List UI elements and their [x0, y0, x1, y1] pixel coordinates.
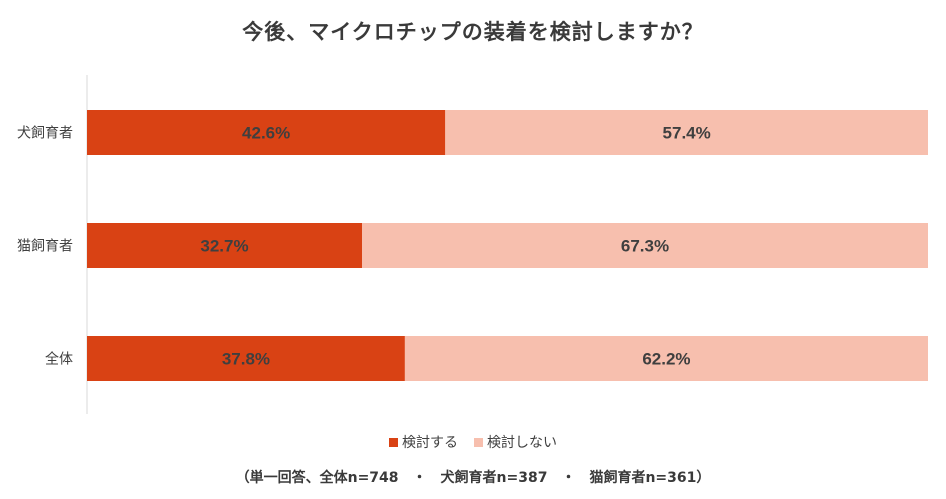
- footnote: （単一回答、全体n=748 ・ 犬飼育者n=387 ・ 猫飼育者n=361）: [235, 470, 711, 486]
- data-label: 62.2%: [642, 350, 690, 369]
- category-label: 猫飼育者: [17, 239, 73, 255]
- legend-label-consider: 検討する: [402, 435, 458, 451]
- legend-label-not-consider: 検討しない: [487, 435, 557, 451]
- data-label: 32.7%: [200, 237, 248, 256]
- legend-item-consider: 検討する: [389, 432, 458, 452]
- bar-segment-not-consider: [362, 223, 929, 268]
- legend-swatch-not-consider: [474, 437, 483, 447]
- bar-segment-consider: [87, 336, 405, 381]
- data-label: 67.3%: [621, 237, 669, 256]
- bar-segment-consider: [87, 110, 446, 155]
- data-label: 57.4%: [663, 124, 711, 143]
- bar-segment-not-consider: [404, 336, 928, 381]
- legend: 検討する 検討しない: [0, 432, 946, 452]
- legend-item-not-consider: 検討しない: [474, 432, 557, 452]
- bar-segment-not-consider: [445, 110, 928, 155]
- legend-swatch-consider: [389, 437, 398, 447]
- chart-title: 今後、マイクロチップの装着を検討しますか？: [242, 20, 704, 44]
- category-label: 犬飼育者: [17, 126, 73, 142]
- data-label: 37.8%: [222, 350, 270, 369]
- data-label: 42.6%: [242, 124, 290, 143]
- category-label: 全体: [45, 351, 73, 368]
- bar-segment-consider: [87, 223, 363, 268]
